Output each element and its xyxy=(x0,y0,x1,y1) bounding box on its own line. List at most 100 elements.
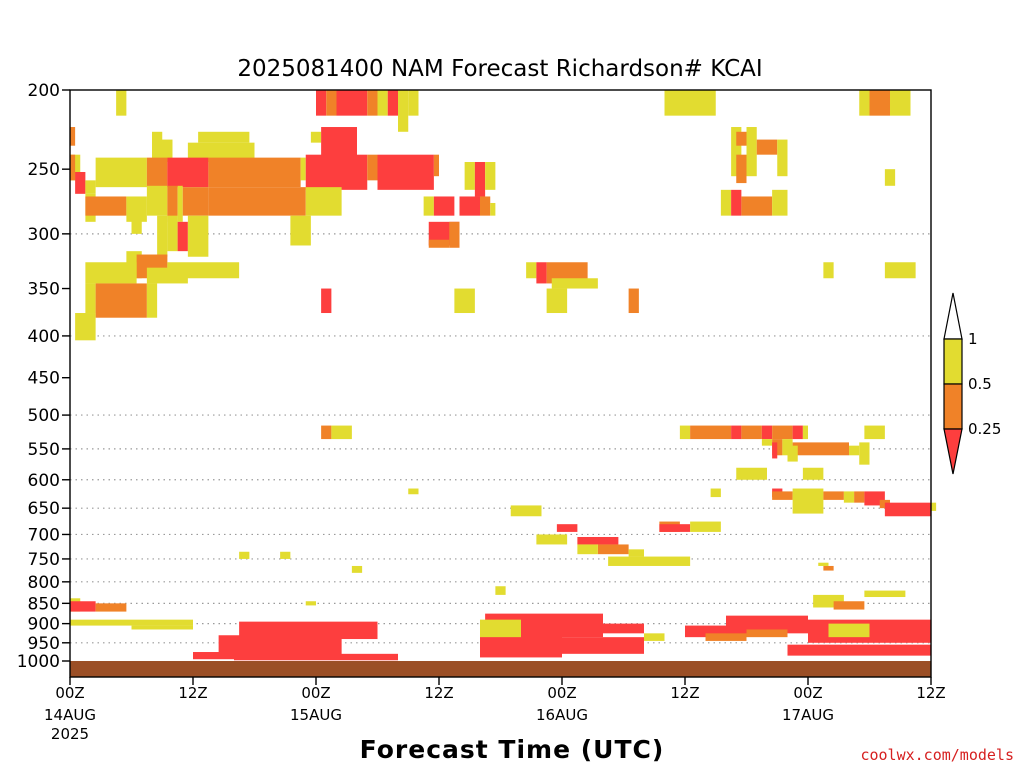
data-cell xyxy=(75,313,96,341)
data-cell xyxy=(305,601,316,606)
data-cell xyxy=(146,185,168,216)
data-cell xyxy=(377,90,388,116)
data-cell xyxy=(510,505,542,517)
data-cell xyxy=(690,425,732,440)
data-cell xyxy=(746,629,788,638)
x-tick-sublabel: 15AUG xyxy=(290,706,342,724)
data-cell xyxy=(772,491,793,500)
y-tick-label: 550 xyxy=(28,440,60,460)
data-cell xyxy=(726,615,808,634)
data-cell xyxy=(741,425,762,440)
grid-layer xyxy=(70,233,931,644)
data-cell xyxy=(864,590,906,598)
data-cell xyxy=(85,196,127,216)
data-cell xyxy=(234,653,398,661)
data-cell xyxy=(152,131,163,143)
data-cell xyxy=(300,157,306,181)
data-cell xyxy=(741,196,773,216)
data-cell xyxy=(85,262,137,284)
x-tick-label: 00Z xyxy=(793,684,822,702)
data-cell xyxy=(736,131,747,146)
data-cell xyxy=(218,635,342,656)
x-tick-sublabel: 16AUG xyxy=(536,706,588,724)
x-tick-label: 12Z xyxy=(916,684,945,702)
data-cell xyxy=(495,586,506,595)
y-tick-label: 500 xyxy=(28,406,60,426)
data-cell xyxy=(70,601,96,612)
data-cell xyxy=(449,221,460,248)
data-cell xyxy=(387,90,398,116)
data-cell xyxy=(485,161,496,190)
data-cell xyxy=(187,142,255,162)
data-cell xyxy=(351,565,363,573)
data-cell xyxy=(95,157,147,188)
data-cell xyxy=(644,633,665,641)
data-cell xyxy=(95,603,127,612)
data-cell xyxy=(85,283,96,314)
data-cell xyxy=(859,90,870,116)
data-cell xyxy=(70,154,76,181)
data-cell xyxy=(454,288,475,314)
data-cell xyxy=(480,635,562,658)
data-cell xyxy=(280,551,291,559)
data-cell xyxy=(685,625,747,638)
data-cell xyxy=(659,524,691,532)
data-cell xyxy=(95,283,147,318)
data-cell xyxy=(802,425,808,440)
y-tick-label: 400 xyxy=(28,327,60,347)
data-cell xyxy=(818,562,829,566)
legend-swatch-yellow xyxy=(943,338,963,385)
data-cell xyxy=(628,288,639,314)
data-cell xyxy=(85,180,96,194)
data-cell xyxy=(849,445,860,456)
legend-label: 1 xyxy=(968,330,978,348)
data-cell xyxy=(546,262,588,284)
data-cell xyxy=(792,488,824,514)
data-cell xyxy=(146,157,168,188)
data-cell xyxy=(802,467,824,480)
credit-text[interactable]: coolwx.com/models xyxy=(860,746,1014,764)
data-cell xyxy=(828,623,870,638)
y-tick-label: 200 xyxy=(28,81,60,101)
data-cell xyxy=(305,154,368,190)
y-tick-label: 900 xyxy=(28,615,60,635)
data-cell xyxy=(321,288,332,314)
data-cell xyxy=(787,644,931,656)
data-cell xyxy=(756,139,778,155)
data-cell xyxy=(772,189,788,216)
data-cell xyxy=(608,556,691,566)
data-cell xyxy=(423,196,434,216)
data-cell xyxy=(70,619,193,626)
data-cell xyxy=(326,90,337,116)
legend-bottom-arrow xyxy=(943,428,963,475)
data-cell xyxy=(177,185,183,222)
data-cell xyxy=(823,262,834,279)
data-cell xyxy=(187,215,209,257)
data-cell xyxy=(239,621,378,640)
x-tick-label: 00Z xyxy=(301,684,330,702)
data-cell xyxy=(126,196,147,222)
data-cell xyxy=(208,187,306,216)
data-cell xyxy=(628,549,644,557)
data-cell xyxy=(198,131,250,143)
data-cell xyxy=(167,185,178,222)
data-cell xyxy=(305,187,342,216)
chart-title: 2025081400 NAM Forecast Richardson# KCAI xyxy=(237,56,762,82)
y-tick-label: 850 xyxy=(28,594,60,614)
data-cell xyxy=(884,169,896,186)
y-tick-label: 950 xyxy=(28,634,60,654)
data-cell xyxy=(884,502,931,517)
data-cell xyxy=(772,425,793,440)
data-cell xyxy=(854,491,865,503)
data-cell xyxy=(777,139,788,177)
data-cell xyxy=(526,262,537,279)
data-cell xyxy=(823,565,834,571)
data-cell xyxy=(546,288,568,314)
data-cell xyxy=(331,425,352,440)
data-cell xyxy=(239,551,250,559)
legend-swatch-orange xyxy=(943,383,963,430)
data-cell xyxy=(536,262,547,284)
data-cell xyxy=(792,442,849,456)
y-tick-label: 450 xyxy=(28,369,60,389)
